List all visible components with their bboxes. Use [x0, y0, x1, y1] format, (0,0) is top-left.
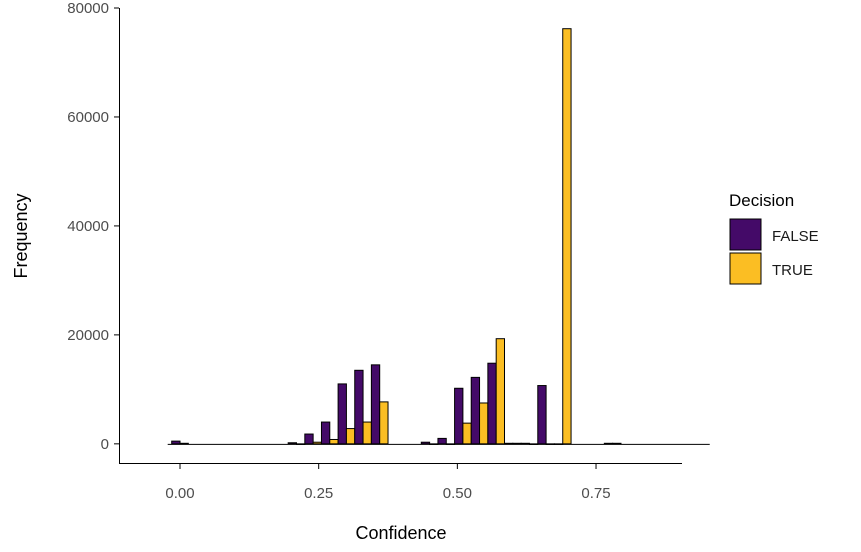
bar-false-0.30	[337, 383, 347, 445]
legend-swatch-false	[729, 218, 762, 251]
bar-true-0.69	[562, 28, 572, 445]
bar-true-0.78	[612, 442, 622, 445]
y-tick-label: 60000	[67, 109, 109, 126]
bar-true-0.51	[462, 422, 472, 445]
bar-true-0.33	[362, 421, 372, 445]
y-tick-label: 20000	[67, 327, 109, 344]
bar-true-0.24	[312, 441, 322, 445]
legend: Decision FALSE TRUE	[729, 191, 819, 285]
bar-true-0.60	[512, 442, 522, 445]
bar-false-0.24	[304, 433, 314, 445]
legend-label-false: FALSE	[772, 228, 819, 245]
bar-false-0.00	[171, 440, 181, 445]
bar-false-0.36	[370, 364, 381, 445]
y-axis-ticks: 0 20000 40000 60000 80000	[67, 0, 119, 453]
bar-false-0.57	[487, 362, 497, 445]
x-axis-title: Confidence	[355, 523, 446, 543]
bar-false-0.54	[470, 376, 481, 445]
bar-false-0.33	[354, 369, 364, 445]
legend-label-true: TRUE	[772, 262, 813, 279]
bar-true-0.30	[345, 428, 356, 445]
bar-true-0.00	[179, 442, 189, 445]
bar-false-0.45	[420, 441, 431, 445]
bar-false-0.21	[287, 442, 297, 445]
y-tick-label: 40000	[67, 218, 109, 235]
bar-false-0.27	[320, 421, 331, 445]
bar-false-0.78	[603, 442, 614, 445]
y-axis-title: Frequency	[11, 193, 31, 278]
histogram-bars	[171, 28, 622, 445]
bar-false-0.66	[537, 385, 547, 445]
x-tick-label: 0.50	[443, 485, 472, 502]
legend-swatch-true	[729, 252, 762, 285]
bar-false-0.51	[454, 387, 464, 445]
x-tick-label: 0.25	[304, 485, 333, 502]
bar-false-0.48	[437, 437, 447, 445]
x-axis-ticks: 0.00 0.25 0.50 0.75	[165, 464, 611, 502]
x-tick-label: 0.75	[581, 485, 610, 502]
bar-true-0.27	[329, 438, 339, 445]
y-tick-label: 0	[101, 436, 109, 453]
bar-true-0.36	[379, 401, 389, 445]
y-tick-label: 80000	[67, 0, 109, 17]
legend-title: Decision	[729, 191, 794, 210]
bar-false-0.60	[504, 442, 514, 445]
bar-true-0.54	[479, 402, 489, 445]
x-tick-label: 0.00	[165, 485, 194, 502]
bar-false-0.63	[520, 442, 530, 445]
bar-true-0.57	[495, 338, 506, 445]
